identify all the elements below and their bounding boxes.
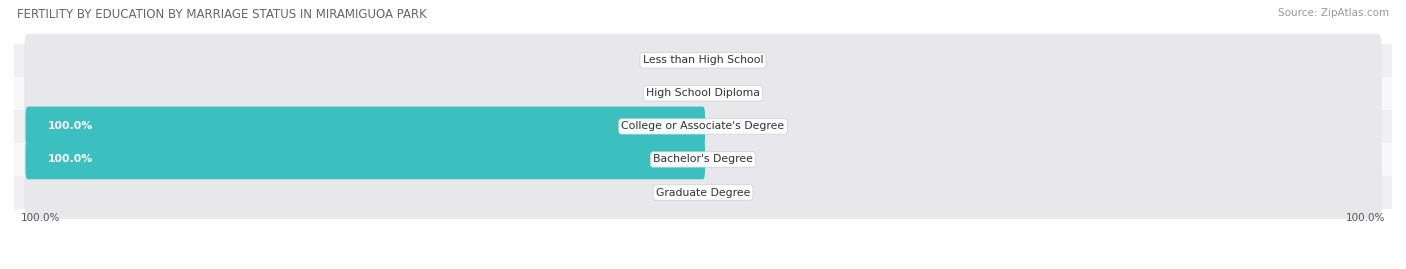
Bar [14,143,1392,176]
FancyBboxPatch shape [24,34,706,87]
Bar [14,77,1392,110]
Bar [14,44,1392,77]
FancyBboxPatch shape [700,67,1382,120]
Legend: Married, Unmarried: Married, Unmarried [619,264,787,269]
Text: High School Diploma: High School Diploma [647,89,759,98]
FancyBboxPatch shape [25,107,704,146]
Text: 100.0%: 100.0% [48,121,93,132]
Text: 0.0%: 0.0% [655,89,683,98]
FancyBboxPatch shape [700,166,1382,219]
FancyBboxPatch shape [25,140,704,179]
FancyBboxPatch shape [700,133,1382,186]
Text: Less than High School: Less than High School [643,55,763,65]
Text: 100.0%: 100.0% [1346,213,1385,223]
Text: 0.0%: 0.0% [723,55,751,65]
Text: 0.0%: 0.0% [723,121,751,132]
FancyBboxPatch shape [24,67,706,120]
Bar [14,110,1392,143]
Bar [14,176,1392,209]
FancyBboxPatch shape [24,100,706,153]
Text: FERTILITY BY EDUCATION BY MARRIAGE STATUS IN MIRAMIGUOA PARK: FERTILITY BY EDUCATION BY MARRIAGE STATU… [17,8,426,21]
FancyBboxPatch shape [24,133,706,186]
Text: 100.0%: 100.0% [21,213,60,223]
Text: 0.0%: 0.0% [655,187,683,197]
Text: Graduate Degree: Graduate Degree [655,187,751,197]
Text: 0.0%: 0.0% [655,55,683,65]
Text: 100.0%: 100.0% [48,154,93,164]
FancyBboxPatch shape [24,166,706,219]
Text: Bachelor's Degree: Bachelor's Degree [652,154,754,164]
Text: 0.0%: 0.0% [723,154,751,164]
Text: 0.0%: 0.0% [723,187,751,197]
Text: 0.0%: 0.0% [723,89,751,98]
Text: Source: ZipAtlas.com: Source: ZipAtlas.com [1278,8,1389,18]
FancyBboxPatch shape [700,34,1382,87]
FancyBboxPatch shape [700,100,1382,153]
Text: College or Associate's Degree: College or Associate's Degree [621,121,785,132]
